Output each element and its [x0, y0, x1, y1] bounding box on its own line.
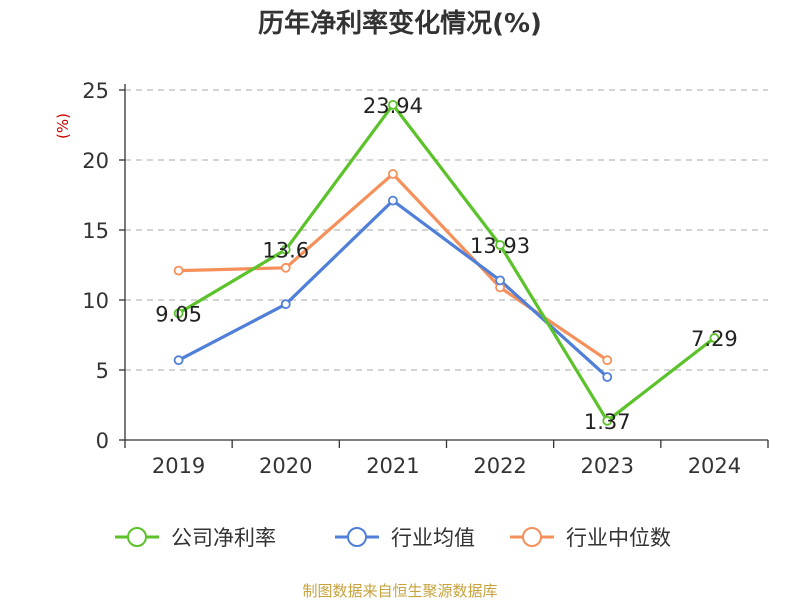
data-point [495, 240, 505, 250]
data-point [173, 308, 184, 319]
source-note: 制图数据来自恒生聚源数据库 [302, 582, 497, 600]
legend-label: 行业均值 [391, 526, 475, 550]
y-tick-label: 20 [82, 149, 109, 173]
y-tick-label: 0 [96, 429, 109, 453]
y-tick-label: 5 [96, 359, 109, 383]
data-point [173, 265, 184, 276]
data-point [602, 372, 613, 382]
y-tick-label: 25 [82, 79, 109, 103]
x-tick-label: 2022 [473, 454, 526, 478]
legend-label: 行业中位数 [566, 526, 671, 550]
legend-marker [347, 527, 367, 547]
data-point [280, 299, 291, 310]
x-tick-label: 2024 [688, 454, 741, 478]
x-tick-label: 2019 [152, 454, 205, 478]
data-label: 13.93 [470, 234, 530, 258]
data-label: 1.37 [584, 410, 631, 434]
x-tick-label: 2023 [581, 454, 634, 478]
data-point [709, 333, 720, 343]
series-points [173, 99, 720, 426]
y-axis-label: (%) [54, 113, 72, 139]
data-point [280, 244, 291, 255]
data-point [280, 262, 291, 273]
series-line [177, 199, 609, 379]
legend: 公司净利率 行业均值 行业中位数 [115, 526, 671, 550]
y-tick-label: 15 [82, 219, 109, 243]
legend-item[interactable]: 行业均值 [335, 526, 475, 550]
data-point [388, 195, 398, 206]
data-point [173, 355, 184, 366]
data-label: 9.05 [155, 302, 202, 326]
legend-marker [522, 527, 542, 547]
data-label: 13.6 [262, 239, 309, 263]
y-tick-label: 10 [82, 289, 109, 313]
data-point [602, 355, 613, 366]
data-labels: 9.05 13.6 23.94 13.93 1.37 7.29 [155, 94, 738, 434]
legend-item[interactable]: 公司净利率 [115, 526, 276, 550]
series-lines [177, 103, 716, 423]
chart-title: 历年净利率变化情况(%) [258, 8, 542, 39]
x-tick-label: 2020 [259, 454, 312, 478]
data-label: 23.94 [363, 94, 423, 118]
x-tick-label: 2021 [366, 454, 419, 478]
data-point [495, 275, 505, 286]
data-point [388, 99, 398, 110]
data-point [388, 169, 398, 179]
data-point [602, 415, 613, 426]
legend-marker [127, 527, 147, 547]
series-line [177, 103, 716, 423]
axes: 0 5 10 15 20 25 2019 2020 2021 2022 2023 2024 [82, 79, 769, 478]
legend-item[interactable]: 行业中位数 [510, 526, 671, 550]
legend-label: 公司净利率 [171, 526, 276, 550]
data-label: 7.29 [691, 327, 738, 351]
